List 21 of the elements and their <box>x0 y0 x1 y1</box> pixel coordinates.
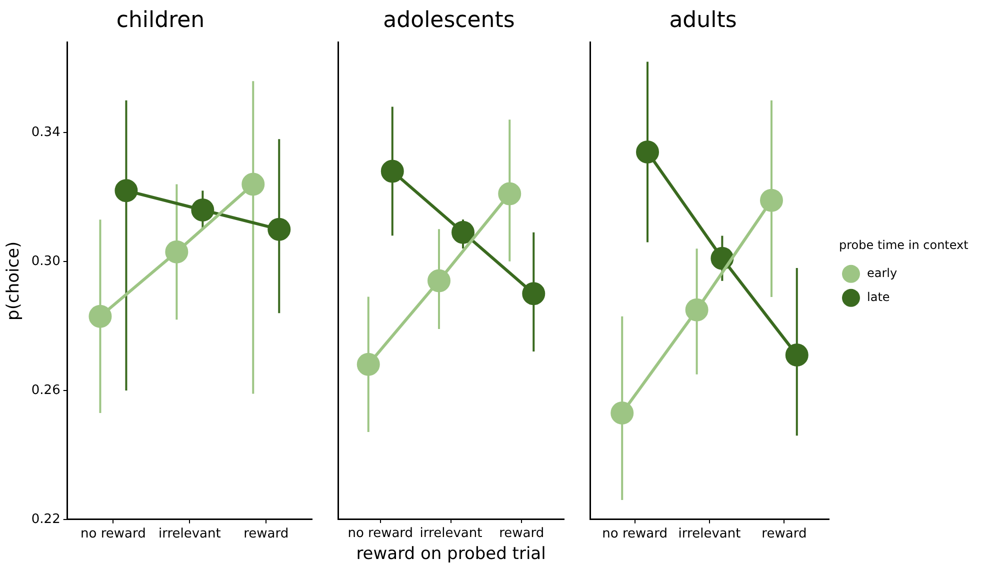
y-tick-label: 0.22 <box>31 512 60 527</box>
x-tick-label: irrelevant <box>420 526 482 542</box>
x-axis-title: reward on probed trial <box>356 544 546 564</box>
x-tick-label: no reward <box>348 526 414 542</box>
chart-title: adolescents <box>383 8 515 33</box>
legend-label: early <box>867 266 898 280</box>
x-tick-label: reward <box>244 526 289 542</box>
chart-title: adults <box>669 8 737 33</box>
legend-label: late <box>867 290 890 304</box>
x-tick-label: irrelevant <box>678 526 741 542</box>
y-tick-label: 0.30 <box>31 254 60 269</box>
x-tick-label: no reward <box>80 526 146 542</box>
legend-title: probe time in context <box>839 238 969 252</box>
y-axis-title: p(choice) <box>4 241 24 320</box>
y-tick-label: 0.34 <box>31 125 60 140</box>
y-tick-label: 0.26 <box>31 382 60 398</box>
x-tick-label: reward <box>499 526 544 542</box>
chart-title: children <box>116 8 205 33</box>
x-tick-label: no reward <box>602 526 668 542</box>
x-tick-label: irrelevant <box>158 526 221 542</box>
x-tick-label: reward <box>762 526 807 542</box>
